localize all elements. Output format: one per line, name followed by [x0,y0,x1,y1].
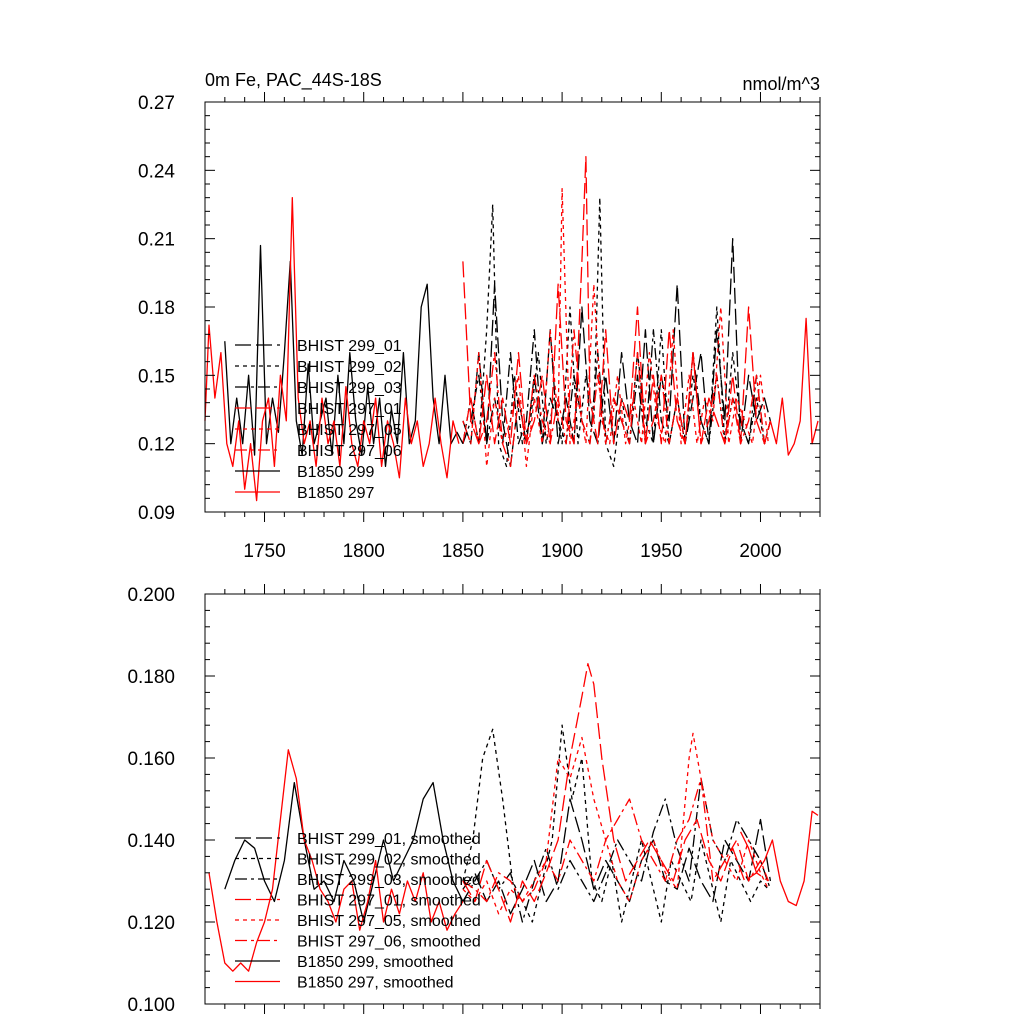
legend-label-1: BHIST 299_02, smoothed [297,852,481,869]
legend-label-7: B1850 297 [297,485,375,502]
series-line-7 [204,197,819,502]
x-tick-label: 1950 [640,541,682,562]
plot-frame [204,593,821,1005]
panel-top: 0.09 0.12 0.15 0.18 0.21 0.24 0.27 1750 1800 1850… [138,70,821,562]
series-line-3 [462,663,769,923]
y-tick-label: 0.27 [138,93,175,114]
x-tick-label: 2000 [739,541,781,562]
series-line-6 [224,244,464,468]
x-tick-label: 1800 [343,541,385,562]
y-tick-label: 0.24 [138,161,175,182]
y-tick-label: 0.21 [138,230,175,251]
legend-label-4: BHIST 297_05 [297,422,402,439]
y-tick-label: 0.140 [127,831,175,852]
legend: BHIST 299_01, smoothed BHIST 299_02, smoo… [235,831,481,992]
legend-label-0: BHIST 299_01, smoothed [297,831,481,848]
y-tick-label: 0.18 [138,298,175,319]
legend-label-2: BHIST 299_03 [297,380,402,397]
y-tick-label: 0.160 [127,749,175,770]
y-tick-label: 0.200 [127,585,175,606]
series-line-1 [462,724,769,923]
series-line-3 [462,156,772,445]
series-group [204,156,819,502]
series-line-4 [462,187,770,468]
series-line-6 [224,781,464,923]
legend-label-1: BHIST 299_02 [297,359,402,376]
legend-label-7: B1850 297, smoothed [297,975,454,992]
series-line-2 [462,777,772,923]
panel-bottom: 0.100 0.120 0.140 0.160 0.180 0.200 BHIST 299_… [127,584,821,1016]
y-tick-label: 0.100 [127,995,175,1016]
y-tick-label: 0.12 [138,435,175,456]
legend-label-2: BHIST 299_03, smoothed [297,872,481,889]
legend-label-3: BHIST 297_01, smoothed [297,893,481,910]
legend-label-0: BHIST 299_01 [297,338,402,355]
y-tick-label: 0.180 [127,667,175,688]
chart-units: nmol/m^3 [743,74,820,94]
legend-label-6: B1850 299 [297,464,375,481]
series-line-5 [462,777,770,903]
x-tick-label: 1750 [243,541,285,562]
y-tick-label: 0.120 [127,913,175,934]
x-tick-label: 1850 [442,541,484,562]
series-line-0 [462,238,772,468]
series-line-1 [462,197,772,468]
legend: BHIST 299_01 BHIST 299_02 BHIST 299_03 BHIS… [235,338,402,502]
series-line-4 [462,732,769,915]
chart-title: 0m Fe, PAC_44S-18S [205,70,382,91]
legend-label-5: BHIST 297_06 [297,443,402,460]
legend-label-5: BHIST 297_06, smoothed [297,934,481,951]
y-tick-label: 0.09 [138,503,175,524]
series-line-0 [462,798,772,915]
legend-label-4: BHIST 297_05, smoothed [297,913,481,930]
legend-label-3: BHIST 297_01 [297,401,402,418]
series-line-5 [462,329,772,468]
y-tick-label: 0.15 [138,366,175,387]
x-tick-label: 1900 [541,541,583,562]
legend-label-6: B1850 299, smoothed [297,954,454,971]
